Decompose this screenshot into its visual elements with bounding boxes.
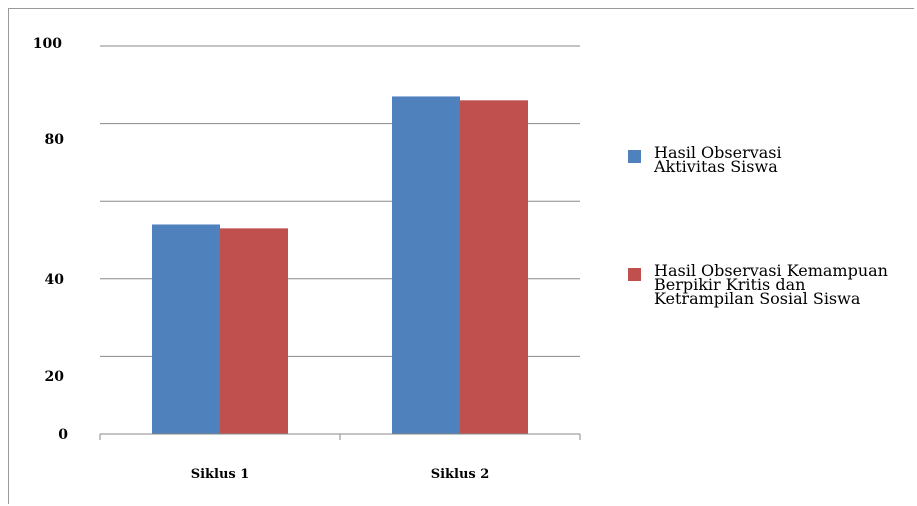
legend-item-kemampuan: Hasil Observasi Kemampuan Berpikir Kriti… [628,261,913,308]
legend-label: Hasil Observasi Aktivitas Siswa [654,143,782,176]
x-tick-label: Siklus 1 [191,467,250,482]
x-tick-label: Siklus 2 [431,467,490,482]
legend: Hasil Observasi Aktivitas Siswa Hasil Ob… [628,143,913,308]
legend-swatch-blue [628,150,641,163]
axes [99,433,581,440]
chart-frame [8,8,914,504]
legend-swatch-red [628,268,641,281]
legend-item-aktivitas: Hasil Observasi Aktivitas Siswa [628,143,913,264]
x-tick-labels: Siklus 1 Siklus 2 [191,467,490,482]
y-tick-label: 100 [33,36,62,52]
y-tick-label: 0 [58,427,68,443]
bar-series2-cat2 [460,100,528,434]
bar-series1-cat2 [392,96,460,434]
y-tick-label: 40 [45,272,65,288]
y-tick-label: 80 [45,132,65,148]
bar-series2-cat1 [220,228,288,434]
bar-series1-cat1 [152,224,220,434]
y-tick-labels: 0 20 40 80 100 [33,36,68,443]
bars [152,96,528,434]
legend-label: Hasil Observasi Kemampuan Berpikir Kriti… [654,261,888,308]
y-tick-label: 20 [45,369,65,385]
